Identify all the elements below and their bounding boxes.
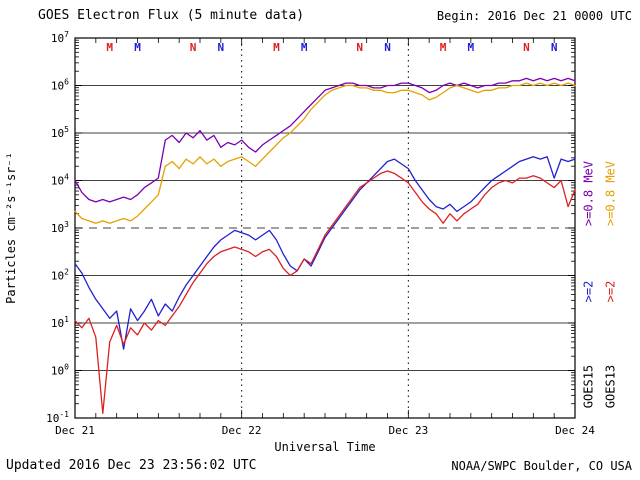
x-tick-label: Dec 23	[388, 424, 428, 437]
time-marker-goes13-n-41: N	[356, 41, 363, 54]
y-tick-label: 10-1	[46, 410, 69, 425]
time-marker-goes15-m-33: M	[301, 41, 308, 54]
time-marker-goes15-m-9: M	[134, 41, 141, 54]
y-tick-label: 107	[51, 30, 69, 45]
legend-goes15-sat-label: GOES15	[581, 364, 596, 409]
y-tick-label: 100	[51, 363, 69, 378]
y-tick-label: 103	[51, 220, 69, 235]
y-tick-label: 105	[51, 125, 69, 140]
series-goes15-0-8-mev	[74, 77, 576, 203]
time-marker-goes13-n-17: N	[190, 41, 197, 54]
time-marker-goes15-n-45: N	[384, 41, 391, 54]
time-marker-goes15-m-57: M	[468, 41, 475, 54]
x-axis-label: Universal Time	[274, 440, 376, 454]
time-marker-goes15-n-69: N	[551, 41, 558, 54]
begin-timestamp: Begin: 2016 Dec 21 0000 UTC	[436, 9, 632, 23]
y-tick-label: 104	[51, 173, 69, 188]
x-tick-label: Dec 24	[555, 424, 595, 437]
time-marker-goes13-m-5: M	[106, 41, 113, 54]
y-tick-label: 102	[51, 268, 69, 283]
y-tick-label: 101	[51, 315, 69, 330]
axis-tick-labels: 10-1 100 101 102 103 104 105 106 107 Dec 21 Dec 22…	[46, 30, 595, 437]
series-goes13-0-8-mev	[74, 82, 576, 224]
source-credit: NOAA/SWPC Boulder, CO USA	[451, 459, 632, 473]
time-marker-goes13-m-29: M	[273, 41, 280, 54]
time-marker-goes13-n-65: N	[523, 41, 530, 54]
y-tick-label: 106	[51, 78, 69, 93]
legend-goes13-sat-label: GOES13	[603, 364, 618, 409]
x-tick-label: Dec 21	[55, 424, 95, 437]
x-tick-label: Dec 22	[222, 424, 262, 437]
time-marker-goes13-m-53: M	[440, 41, 447, 54]
y-axis-label: Particles cm⁻²s⁻¹sr⁻¹	[4, 152, 18, 304]
series-lines	[74, 77, 576, 414]
time-marker-goes15-n-21: N	[218, 41, 225, 54]
series-goes15-2-mev	[74, 156, 576, 350]
series-goes13-2-mev	[74, 170, 576, 414]
updated-timestamp: Updated 2016 Dec 23 23:56:02 UTC	[6, 458, 257, 473]
chart-title: GOES Electron Flux (5 minute data)	[38, 8, 305, 23]
